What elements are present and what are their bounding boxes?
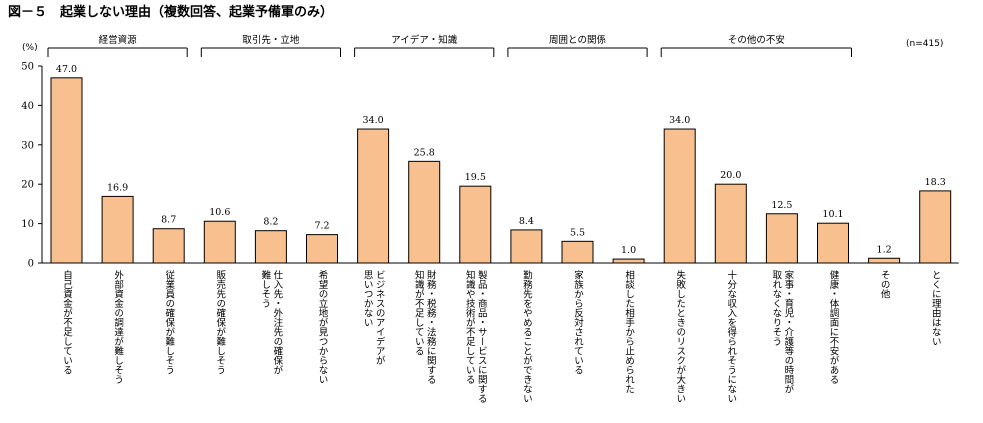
category-label: ビジネスのアイデアが: [374, 270, 386, 365]
bar: [919, 190, 952, 264]
group-label: 取引先・立地: [242, 34, 300, 46]
data-label: 10.6: [209, 207, 230, 218]
y-tick-label: 40: [21, 101, 34, 112]
bar: [561, 240, 594, 264]
y-tick-label: 0: [28, 259, 34, 270]
data-label: 8.4: [519, 216, 534, 227]
category-label: 製品・商品・サービスに関する: [476, 269, 488, 403]
data-label: 1.0: [621, 245, 636, 256]
bar: [510, 229, 543, 264]
bar: [254, 230, 287, 264]
category-label: 販売先の確保が難しそう: [214, 269, 226, 374]
group-label: アイデア・知識: [391, 34, 458, 46]
data-label: 12.5: [771, 200, 792, 211]
data-label: 8.2: [263, 217, 278, 228]
category-label: 外部資金の調達が難しそう: [112, 269, 124, 384]
data-label: 47.0: [56, 64, 77, 75]
bar: [765, 213, 798, 264]
category-label: 従業員の確保が難しそう: [163, 269, 175, 374]
bar: [714, 183, 747, 264]
category-label: とくに理由はない: [930, 270, 942, 346]
category-label: その他: [879, 270, 891, 299]
category-label: 財務・税務・法務に関する: [425, 269, 437, 384]
category-labels: 自己資金が不足している 外部資金の調達が難しそう 従業員の確保が難しそう 販売先の確保…: [61, 269, 941, 403]
bar: [612, 258, 645, 264]
category-label: 知識が不足している: [413, 269, 425, 355]
data-label: 8.7: [161, 215, 176, 226]
unit-label: (%): [22, 43, 38, 53]
y-tick-label: 10: [21, 219, 34, 230]
bar: [101, 195, 134, 264]
bars: 47.0 16.9 8.7 10.6 8.2 7.2 34.0 25.8 19.5 8.4 5.5 1…: [50, 64, 952, 264]
group-label: その他の不安: [728, 34, 785, 46]
bar: [50, 77, 83, 264]
y-tick-label: 30: [21, 140, 34, 151]
bar: [868, 257, 901, 264]
sample-note: (n=415): [906, 39, 943, 49]
data-label: 10.1: [822, 209, 843, 220]
data-label: 16.9: [107, 182, 128, 193]
category-label: 家事・育児・介護等の時間が: [782, 269, 794, 393]
bar: [817, 222, 849, 264]
bar: [306, 234, 338, 264]
figure-title: 図－５ 起業しない理由（複数回答、起業予備軍のみ）: [8, 4, 333, 20]
bar: [152, 228, 185, 264]
data-label: 19.5: [465, 172, 486, 183]
category-label: 失敗したときのリスクが大きい: [674, 269, 686, 403]
data-label: 5.5: [570, 227, 585, 238]
category-label: 希望の立地が見つからない: [317, 269, 329, 384]
data-label: 7.2: [314, 221, 329, 232]
bar: [663, 128, 696, 264]
data-label: 25.8: [414, 147, 435, 158]
category-label: 難しそう: [259, 269, 271, 308]
category-label: 勤務先をやめることができない: [521, 269, 533, 403]
data-label: 34.0: [669, 115, 690, 126]
bar: [408, 160, 441, 264]
category-label: 十分な収入を得られそうにない: [725, 269, 737, 403]
group-label: 周囲との関係: [549, 35, 606, 46]
bar: [203, 220, 236, 264]
category-label: 家族から反対されている: [572, 269, 584, 374]
data-label: 18.3: [925, 177, 946, 188]
category-label: 取れなくなりそう: [770, 270, 782, 346]
category-label: 思いつかない: [362, 270, 374, 327]
category-label: 仕入先・外注先の確保が: [271, 269, 283, 374]
group-label: 経営資源: [99, 34, 138, 46]
category-label: 自己資金が不足している: [61, 269, 73, 374]
bar: [459, 185, 492, 264]
category-label: 健康・体調面に不安がある: [828, 269, 840, 384]
y-tick-label: 20: [21, 180, 34, 191]
data-label: 20.0: [720, 170, 741, 181]
bar: [357, 128, 390, 264]
y-tick-label: 50: [21, 62, 34, 73]
data-label: 34.0: [363, 115, 384, 126]
category-label: 相談した相手から止められた: [623, 269, 635, 393]
y-axis: 0 10 20 30 40 50: [21, 62, 959, 270]
data-label: 1.2: [877, 244, 892, 255]
group-brackets: 経営資源 取引先・立地 アイデア・知識 周囲との関係 その他の不安: [47, 34, 852, 57]
category-label: 知識や技術が不足している: [464, 269, 476, 384]
